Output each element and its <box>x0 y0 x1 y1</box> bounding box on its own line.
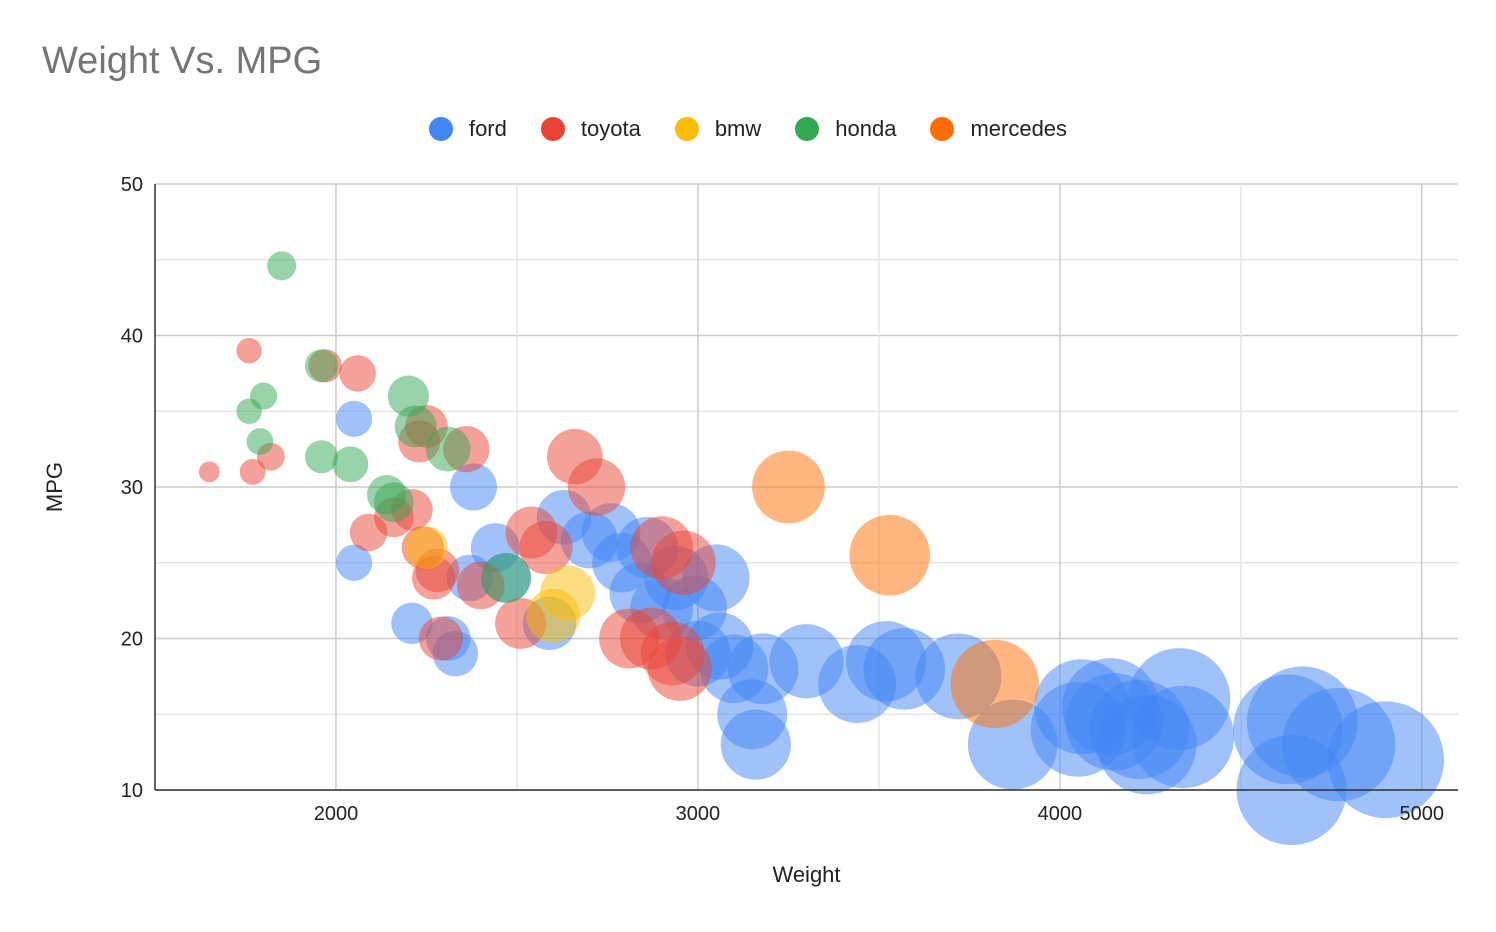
bubble-point-bmw <box>405 526 448 570</box>
bubble-point-bmw <box>540 565 596 621</box>
legend-swatch-honda <box>795 117 820 141</box>
bubble-point-ford <box>335 544 373 581</box>
bubble-point-honda <box>246 428 274 455</box>
bubble-point-honda <box>425 426 471 472</box>
bubble-point-ford <box>450 463 497 511</box>
y-tick-label: 10 <box>121 780 143 802</box>
chart-title: Weight Vs. MPG <box>42 40 323 82</box>
y-tick-label: 30 <box>121 477 143 499</box>
x-axis-title: Weight <box>772 862 840 887</box>
bubble-point-honda <box>394 405 437 448</box>
legend-label-mercedes: mercedes <box>970 116 1068 141</box>
x-tick-label: 4000 <box>1038 803 1083 825</box>
bubble-point-mercedes <box>752 450 825 524</box>
bubble-point-ford <box>1131 685 1235 789</box>
y-axis-title: MPG <box>42 462 67 512</box>
legend-swatch-mercedes <box>930 117 955 141</box>
legend-item-ford[interactable]: ford <box>428 116 507 142</box>
legend-label-honda: honda <box>835 116 897 141</box>
x-tick-label: 2000 <box>314 803 359 825</box>
bubble-point-honda <box>304 440 339 474</box>
legend-item-mercedes[interactable]: mercedes <box>930 116 1067 142</box>
bubble-point-ford <box>335 400 373 437</box>
x-tick-label: 5000 <box>1400 803 1445 825</box>
legend: ford toyota bmw honda mercedes <box>0 112 1496 146</box>
legend-swatch-toyota <box>540 117 565 141</box>
bubble-point-toyota <box>418 616 463 661</box>
legend-label-bmw: bmw <box>714 116 762 141</box>
bubble-point-toyota <box>647 636 712 701</box>
bubble-point-toyota <box>567 458 626 516</box>
bubble-point-toyota <box>236 337 262 364</box>
legend-swatch-bmw <box>674 117 699 141</box>
bubble-point-honda <box>304 349 339 383</box>
x-tick-label: 3000 <box>676 803 721 825</box>
y-tick-label: 40 <box>121 326 143 348</box>
bubble-point-toyota <box>239 458 266 485</box>
bubble-point-toyota <box>339 355 376 392</box>
y-tick-label: 20 <box>121 629 143 651</box>
legend-item-toyota[interactable]: toyota <box>540 116 641 142</box>
bubble-point-honda <box>267 251 297 281</box>
legend-label-ford: ford <box>468 116 507 141</box>
bubble-point-mercedes <box>950 639 1039 729</box>
bubble-point-toyota <box>651 530 716 595</box>
legend-swatch-ford <box>428 117 453 141</box>
legend-item-bmw[interactable]: bmw <box>674 116 762 142</box>
axes: 10 20 30 40 50 2000 3000 4000 5000 <box>121 174 1458 825</box>
legend-label-toyota: toyota <box>580 116 641 141</box>
bubble-layer <box>198 251 1444 846</box>
bubble-point-mercedes <box>849 514 931 596</box>
bubble-point-honda <box>236 398 262 425</box>
bubble-point-honda <box>373 482 414 523</box>
bubble-point-toyota <box>519 521 573 575</box>
bubble-point-ford <box>1327 701 1444 819</box>
bubble-point-toyota <box>198 461 220 483</box>
y-tick-label: 50 <box>121 174 143 196</box>
bubble-point-honda <box>332 446 369 483</box>
bubble-point-honda <box>481 553 531 603</box>
legend-item-honda[interactable]: honda <box>795 116 896 142</box>
bubble-point-ford <box>720 709 791 780</box>
